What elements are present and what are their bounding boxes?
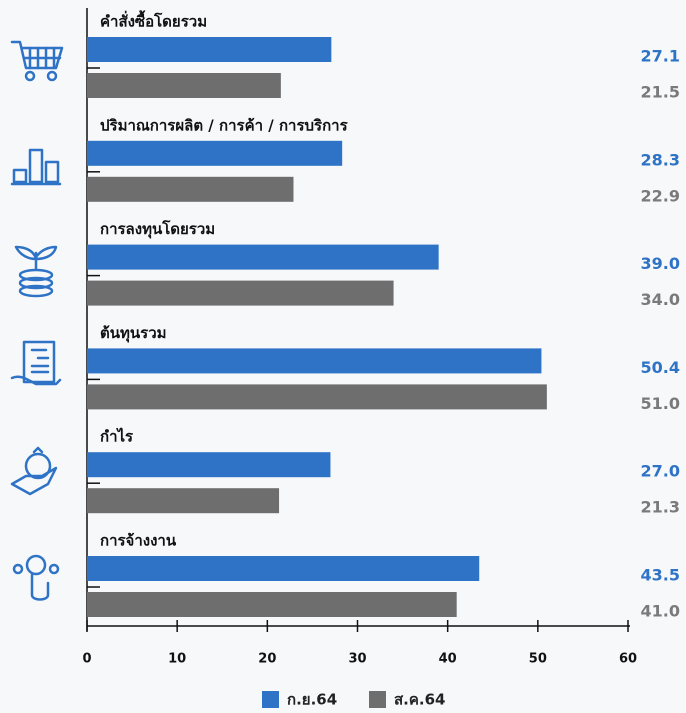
invoice-icon [10, 340, 62, 386]
plant-icon [14, 245, 58, 298]
x-tick-label: 10 [168, 652, 186, 667]
x-tick-label: 30 [348, 652, 366, 667]
cart-icon [10, 40, 64, 82]
category-label: กำไร [100, 427, 134, 446]
category-label: ต้นทุนรวม [100, 324, 167, 343]
value-label: 21.3 [641, 498, 680, 517]
value-label: 27.1 [641, 47, 680, 66]
category-label: ปริมาณการผลิต / การค้า / การบริการ [100, 116, 349, 134]
bar [87, 348, 542, 374]
coins-icon [10, 148, 62, 186]
people-icon [12, 554, 60, 601]
value-label: 41.0 [641, 602, 680, 621]
x-tick-label: 20 [258, 652, 276, 667]
bar [87, 244, 439, 270]
bar [87, 140, 343, 166]
value-label: 22.9 [641, 186, 680, 205]
bar [87, 384, 547, 410]
value-label: 50.4 [641, 358, 680, 377]
bar [87, 176, 294, 202]
value-label: 28.3 [641, 150, 680, 169]
value-label: 21.5 [641, 83, 680, 102]
x-tick-label: 50 [529, 652, 547, 667]
category-label: คำสั่งซื้อโดยรวม [100, 10, 207, 31]
bar [87, 452, 331, 478]
bar [87, 73, 281, 98]
legend-swatch [369, 691, 386, 708]
legend-swatch [262, 691, 279, 708]
x-tick-label: 0 [82, 652, 91, 667]
x-tick-label: 60 [619, 652, 637, 667]
legend-label: ส.ค.64 [394, 691, 445, 709]
money-hand-icon [10, 446, 58, 496]
bar [87, 592, 457, 617]
bar [87, 488, 280, 514]
value-label: 39.0 [641, 254, 680, 273]
category-label: การลงทุนโดยรวม [100, 219, 215, 239]
bar [87, 280, 394, 306]
x-tick-label: 40 [439, 652, 457, 667]
category-label: การจ้างงาน [100, 532, 177, 550]
icons [10, 40, 64, 601]
value-label: 51.0 [641, 394, 680, 413]
bar [87, 556, 480, 581]
legend: ก.ย.64 ส.ค.64 [262, 691, 445, 709]
value-label: 43.5 [641, 566, 680, 585]
value-label: 34.0 [641, 290, 680, 309]
value-label: 27.0 [641, 462, 680, 481]
bar [87, 37, 332, 62]
legend-label: ก.ย.64 [287, 691, 337, 709]
